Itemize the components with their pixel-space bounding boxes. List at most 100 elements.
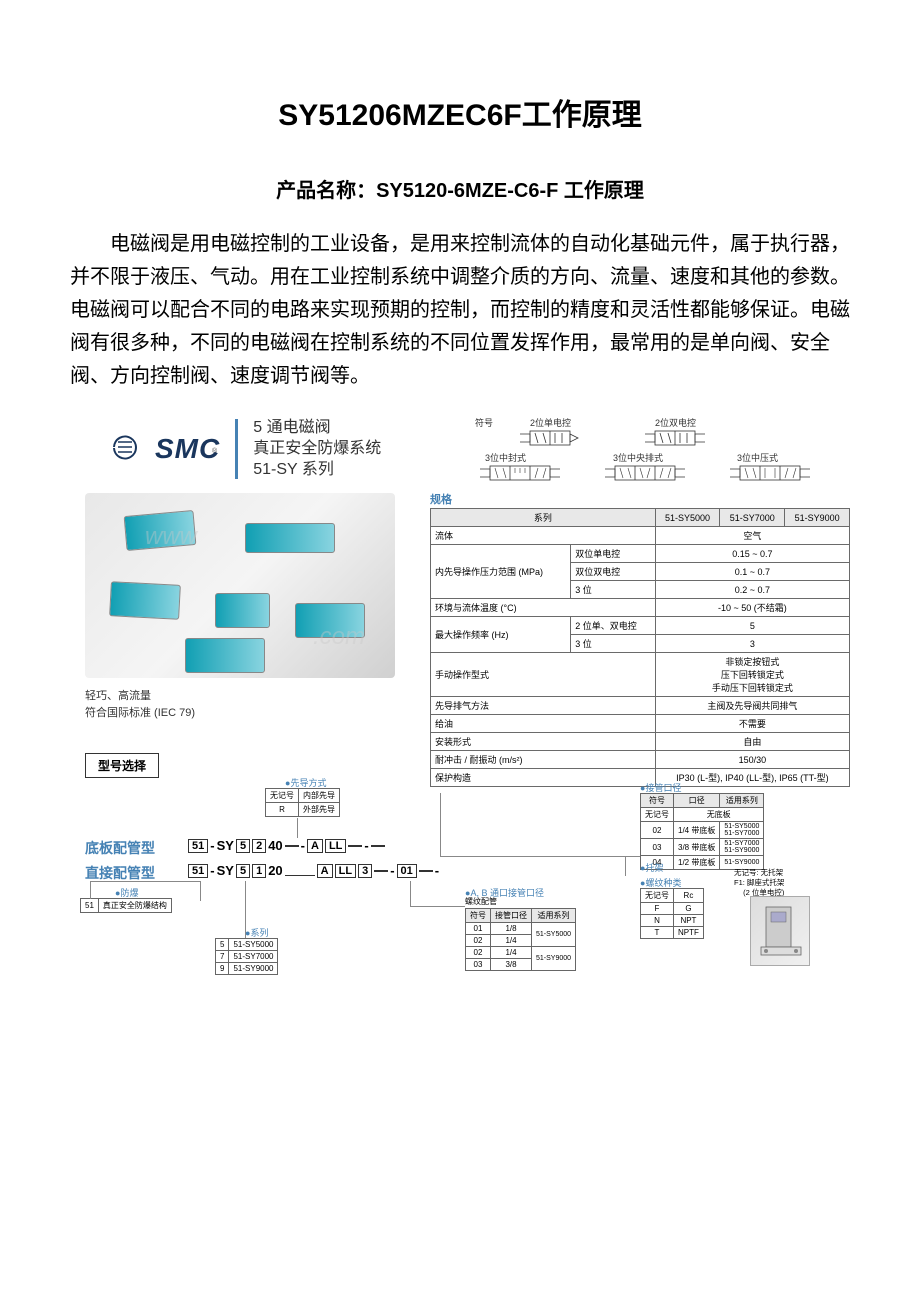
spec-cell: 双位单电控 [571, 545, 655, 563]
spec-cell: 3 位 [571, 581, 655, 599]
tbl-cell: NPTF [674, 927, 704, 939]
tbl-head: 符号 [466, 909, 491, 923]
document-title: SY51206MZEC6F工作原理 [70, 90, 850, 134]
series-line1: 5 通电磁阀 [253, 418, 381, 439]
tbl-cell: 5 [216, 939, 229, 951]
spec-cell: 耐冲击 / 耐振动 (m/s²) [431, 751, 656, 769]
spec-header-series: 系列 [431, 509, 656, 527]
code-box: 5 [236, 839, 250, 853]
valve-symbol-3a [475, 461, 575, 489]
tbl-cell: 1/4 [491, 947, 532, 959]
tbl-cell: 03 [466, 959, 491, 971]
code-box: A [317, 864, 333, 878]
tbl-cell: 51-SY5000 [532, 923, 576, 947]
tbl-cell: 1/2 带底板 [674, 856, 720, 870]
spec-header-b: 51-SY7000 [720, 509, 785, 527]
code-box: 5 [236, 864, 250, 878]
spec-cell: 3 [655, 635, 849, 653]
spec-header-a: 51-SY5000 [655, 509, 720, 527]
spec-cell: 给油 [431, 715, 656, 733]
spec-cell: 0.15 ~ 0.7 [655, 545, 849, 563]
product-image: www .com [85, 493, 395, 678]
code-box: LL [335, 864, 356, 878]
document-subtitle: 产品名称：SY5120-6MZE-C6-F 工作原理 [70, 174, 850, 203]
tbl-cell: 02 [466, 935, 491, 947]
tbl-cell: G [674, 903, 704, 915]
tbl-head: 符号 [641, 794, 674, 808]
code-box [285, 845, 299, 847]
code-box: 51 [188, 864, 208, 878]
config-diagram: 底板配管型 直接配管型 51 - SY 5 2 40 - A LL - 51 -… [70, 788, 850, 1008]
bracket-note: 无记号: 无托架 F1: 脚座式托架 (2 位单电控) [734, 868, 784, 897]
tbl-cell: 03 [641, 839, 674, 856]
code-box: 2 [252, 839, 266, 853]
spec-cell: 不需要 [655, 715, 849, 733]
tbl-cell: 51-SY5000 [229, 939, 278, 951]
spec-cell: 150/30 [655, 751, 849, 769]
code-box [374, 870, 388, 872]
tbl-cell: Rc [674, 889, 704, 903]
smc-sub: ® [212, 448, 217, 455]
tbl-head: 接管口径 [491, 909, 532, 923]
note-line: 无记号: 无托架 [734, 868, 784, 878]
spec-cell: 保护构造 [431, 769, 656, 787]
code-text: 40 [268, 838, 282, 853]
explosion-table: 51真正安全防爆结构 [80, 898, 172, 913]
note-line: F1: 脚座式托架 [734, 878, 784, 888]
tbl-cell: N [641, 915, 674, 927]
pilot-table: 无记号内部先导 R外部先导 [265, 788, 340, 817]
tbl-cell: T [641, 927, 674, 939]
spec-cell: 先导排气方法 [431, 697, 656, 715]
code-text: SY [217, 863, 234, 878]
tbl-cell: 9 [216, 963, 229, 975]
tbl-head: 适用系列 [720, 794, 764, 808]
spec-cell: 非锁定按钮式 压下回转锁定式 手动压下回转锁定式 [655, 653, 849, 697]
code-box: A [307, 839, 323, 853]
tbl-cell: 51-SY9000 [532, 947, 576, 971]
tbl-cell: 1/4 [491, 935, 532, 947]
spec-cell: 安装形式 [431, 733, 656, 751]
spec-cell: 3 位 [571, 635, 655, 653]
tbl-cell: 51-SY9000 [229, 963, 278, 975]
brand-name: SMC [155, 433, 220, 465]
spec-cell: -10 ~ 50 (不结霜) [655, 599, 849, 617]
spec-cell: 空气 [655, 527, 849, 545]
spec-cell: 内先导操作压力范围 (MPa) [431, 545, 571, 599]
thread-table: 无记号Rc FG NNPT TNPTF [640, 888, 704, 939]
tbl-cell: 无记号 [641, 808, 674, 822]
tbl-cell: 3/8 [491, 959, 532, 971]
tbl-cell: 内部先导 [299, 789, 340, 803]
code-box: LL [325, 839, 346, 853]
valve-symbol-3b [600, 461, 700, 489]
spec-cell: 流体 [431, 527, 656, 545]
tbl-cell: 01 [466, 923, 491, 935]
code-sep: - [390, 863, 394, 878]
spec-cell: 2 位单、双电控 [571, 617, 655, 635]
spec-label: 规格 [430, 491, 452, 507]
logo-divider [235, 419, 238, 479]
spec-table: 系列 51-SY5000 51-SY7000 51-SY9000 流体空气 内先… [430, 508, 850, 787]
tbl-cell: 51 [81, 899, 99, 913]
spec-cell: 主阀及先导阀共同排气 [655, 697, 849, 715]
tbl-cell: F [641, 903, 674, 915]
smc-logo [110, 432, 140, 467]
tbl-cell: 真正安全防爆结构 [98, 899, 171, 913]
spec-cell: 手动操作型式 [431, 653, 656, 697]
valve-symbol-3c [725, 461, 825, 489]
code-text: 20 [268, 863, 282, 878]
config-type2: 直接配管型 [85, 863, 155, 883]
code-sep: - [435, 863, 439, 878]
code-box: 1 [252, 864, 266, 878]
tbl-cell: 无底板 [674, 808, 764, 822]
tbl-cell: 无记号 [266, 789, 299, 803]
valve-symbol-2b [645, 426, 725, 454]
spec-cell: 0.1 ~ 0.7 [655, 563, 849, 581]
caption-line2: 符合国际标准 (IEC 79) [85, 705, 195, 722]
symbol-section: 符号 2位单电控 2位双电控 3位中封式 3位中央排式 3位中压式 [475, 416, 845, 486]
code-sep: - [364, 838, 368, 853]
series-line2: 真正安全防爆系统 [253, 439, 381, 460]
code-sep: - [210, 838, 214, 853]
code-box: 3 [358, 864, 372, 878]
tbl-cell: 1/4 带底板 [674, 822, 720, 839]
code-text: SY [217, 838, 234, 853]
